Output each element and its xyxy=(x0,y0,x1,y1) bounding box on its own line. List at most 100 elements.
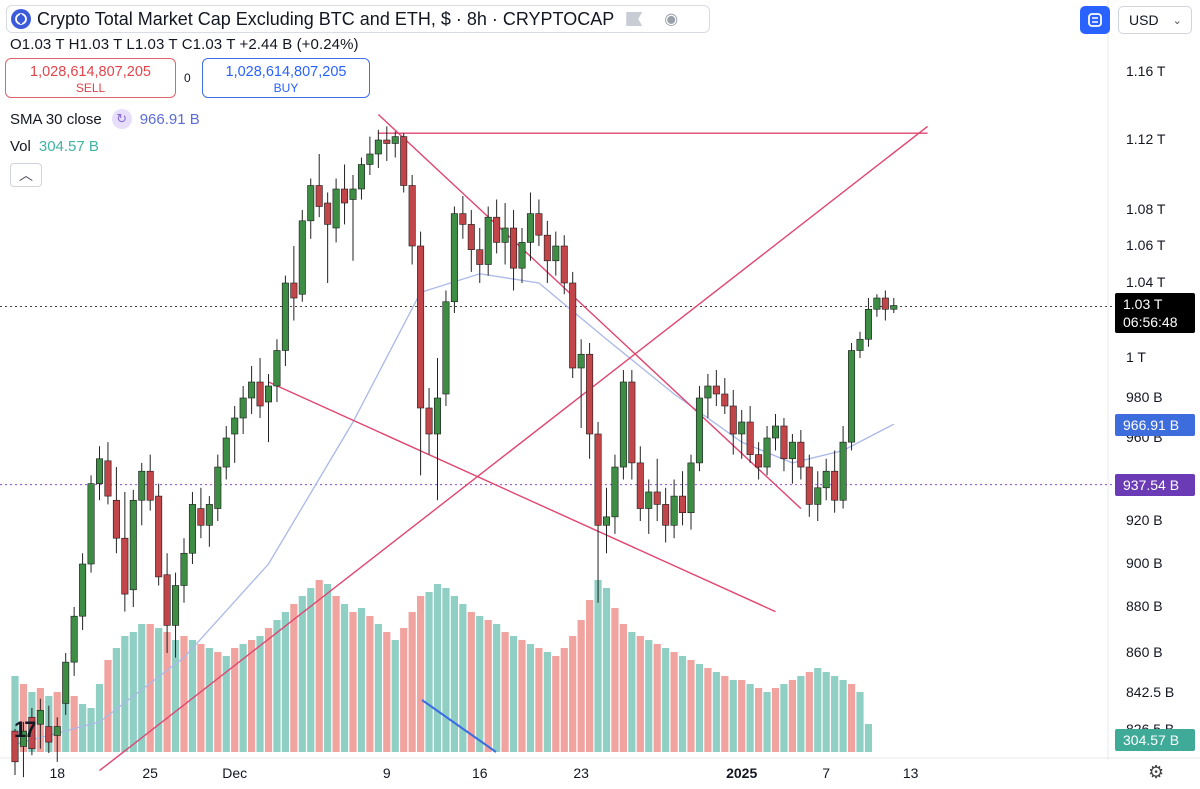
sma-price-tag: 966.91 B xyxy=(1115,414,1195,436)
time-axis-label: 2025 xyxy=(726,765,758,781)
candle-body xyxy=(738,421,746,435)
collapse-legend-button[interactable]: ︿ xyxy=(10,163,42,187)
time-axis-label: Dec xyxy=(222,765,248,781)
volume-bar xyxy=(552,656,560,752)
volume-bar xyxy=(104,660,112,752)
candle-body xyxy=(129,499,137,591)
candle-body xyxy=(518,242,526,269)
candle-body xyxy=(797,441,805,468)
volume-bar xyxy=(273,620,281,752)
candle-body xyxy=(357,164,365,190)
volume-bar xyxy=(856,692,864,752)
candle-body xyxy=(662,504,670,526)
volume-bar xyxy=(535,648,543,752)
candle-body xyxy=(231,417,239,435)
volume-bar xyxy=(738,680,746,752)
volume-bar xyxy=(704,668,712,752)
sell-price: 1,028,614,807,205 xyxy=(30,64,151,80)
eye-icon[interactable]: ◉ xyxy=(664,11,679,28)
candle-body xyxy=(256,381,264,407)
tradingview-logo[interactable]: 17 xyxy=(14,717,37,742)
volume-bar xyxy=(425,592,433,752)
candle-body xyxy=(560,245,568,284)
buy-label: BUY xyxy=(273,81,299,95)
candle-body xyxy=(96,458,104,484)
currency-select[interactable]: USD ⌄ xyxy=(1118,6,1192,34)
sell-button[interactable]: 1,028,614,807,205 SELL xyxy=(5,58,176,98)
compare-button[interactable] xyxy=(1080,6,1110,34)
candlesticks xyxy=(11,126,898,778)
volume-bar xyxy=(222,656,230,752)
candle-body xyxy=(281,282,289,351)
candle-body xyxy=(79,563,87,617)
candle-body xyxy=(510,227,518,269)
volume-bar xyxy=(417,596,425,752)
volume-bar xyxy=(315,580,323,752)
volume-bar xyxy=(112,648,120,752)
candle-body xyxy=(687,462,695,513)
volume-bar xyxy=(290,604,298,752)
volume-bar xyxy=(155,628,163,752)
candle-body xyxy=(484,216,492,265)
candle-body xyxy=(611,466,619,518)
symbol-title-bar[interactable]: Crypto Total Market Cap Excluding BTC an… xyxy=(6,5,710,33)
candle-body xyxy=(788,441,796,460)
candle-body xyxy=(729,405,737,435)
volume-bar xyxy=(678,656,687,752)
candle-body xyxy=(383,139,391,144)
candle-body xyxy=(653,491,661,505)
candle-body xyxy=(11,730,19,763)
buy-button[interactable]: 1,028,614,807,205 BUY xyxy=(202,58,370,98)
volume-bar xyxy=(391,640,399,752)
candle-body xyxy=(290,282,298,299)
volume-bar xyxy=(459,604,467,752)
candle-body xyxy=(577,353,585,369)
current-price-tag: 1.03 T 06:56:48 xyxy=(1115,293,1195,333)
price-axis-label: 1.08 T xyxy=(1126,201,1166,217)
sma-legend[interactable]: SMA 30 close ↻ 966.91 B xyxy=(10,109,200,129)
volume-bar xyxy=(408,612,416,752)
volume-bar xyxy=(163,632,171,752)
candle-body xyxy=(172,585,180,626)
trendline xyxy=(268,381,776,613)
volume-bar xyxy=(357,608,366,752)
volume-bar xyxy=(814,668,822,752)
volume-bar xyxy=(662,648,670,752)
candle-body xyxy=(104,460,112,497)
candle-body xyxy=(873,297,881,310)
volume-legend[interactable]: Vol 304.57 B xyxy=(10,138,99,155)
candle-body xyxy=(619,381,627,468)
volume-bar xyxy=(839,680,847,752)
candle-body xyxy=(332,188,340,229)
price-axis-label: 920 B xyxy=(1126,512,1163,528)
volume-bar xyxy=(374,624,382,752)
candle-body xyxy=(501,227,509,243)
candle-body xyxy=(324,202,332,225)
candle-body xyxy=(780,425,788,460)
time-axis-label: 16 xyxy=(471,765,488,781)
volume-bar xyxy=(695,664,704,752)
candle-body xyxy=(273,350,281,387)
candle-body xyxy=(586,353,594,435)
flag-icon[interactable] xyxy=(626,12,643,26)
candle-body xyxy=(315,185,323,207)
volume-bar xyxy=(602,588,611,752)
candle-body xyxy=(459,213,467,225)
candle-body xyxy=(425,407,433,435)
volume-bar xyxy=(746,684,754,752)
candle-body xyxy=(890,305,898,310)
price-axis-label: 980 B xyxy=(1126,389,1163,405)
time-axis-label: 23 xyxy=(573,765,589,781)
price-axis-label: 900 B xyxy=(1126,555,1163,571)
volume-bar xyxy=(831,676,839,752)
settings-icon[interactable]: ⚙ xyxy=(1148,762,1165,782)
candle-body xyxy=(864,308,872,340)
volume-bar xyxy=(755,688,763,752)
volume-bar xyxy=(400,628,408,752)
volume-bar xyxy=(560,648,568,752)
volume-bar xyxy=(805,672,813,752)
volume-bar xyxy=(197,644,205,752)
price-axis-label: 1.12 T xyxy=(1126,131,1166,147)
trendline xyxy=(99,125,929,772)
